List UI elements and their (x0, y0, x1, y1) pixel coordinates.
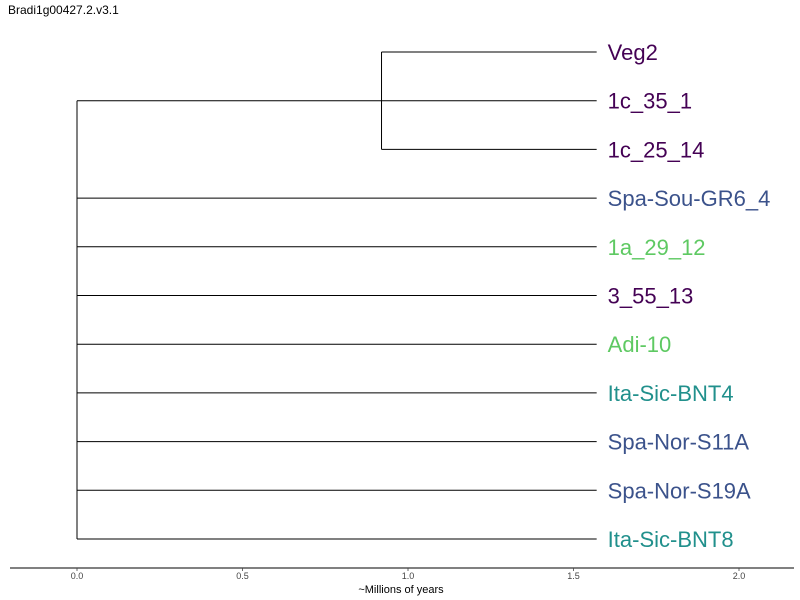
x-tick-label: 0.5 (236, 571, 249, 581)
leaf-label: 1c_25_14 (608, 137, 705, 162)
x-tick-label: 0.0 (71, 571, 84, 581)
figure-title: Bradi1g00427.2.v3.1 (8, 3, 119, 17)
leaf-label-group: Veg2 1c_35_1 1c_25_14 Spa-Sou-GR6_4 1a_29_12… (608, 40, 771, 552)
x-tick-label: 1.0 (402, 571, 415, 581)
leaf-label: Adi-10 (608, 332, 672, 357)
leaf-label: Spa-Nor-S19A (608, 478, 751, 503)
leaf-label: 1c_35_1 (608, 89, 692, 114)
leaf-label: Ita-Sic-BNT4 (608, 381, 734, 406)
x-axis-ticks: 0.0 0.5 1.0 1.5 2.0 (71, 568, 746, 581)
leaf-label: Ita-Sic-BNT8 (608, 527, 734, 552)
x-tick-label: 2.0 (733, 571, 746, 581)
leaf-label: 3_55_13 (608, 284, 694, 309)
branch-group (76, 51, 597, 540)
leaf-label: 1a_29_12 (608, 235, 706, 260)
x-axis-title: ~Millions of years (358, 584, 444, 596)
x-tick-label: 1.5 (567, 571, 580, 581)
leaf-label: Spa-Sou-GR6_4 (608, 186, 771, 211)
leaf-label: Veg2 (608, 40, 658, 65)
leaf-label: Spa-Nor-S11A (608, 430, 750, 455)
